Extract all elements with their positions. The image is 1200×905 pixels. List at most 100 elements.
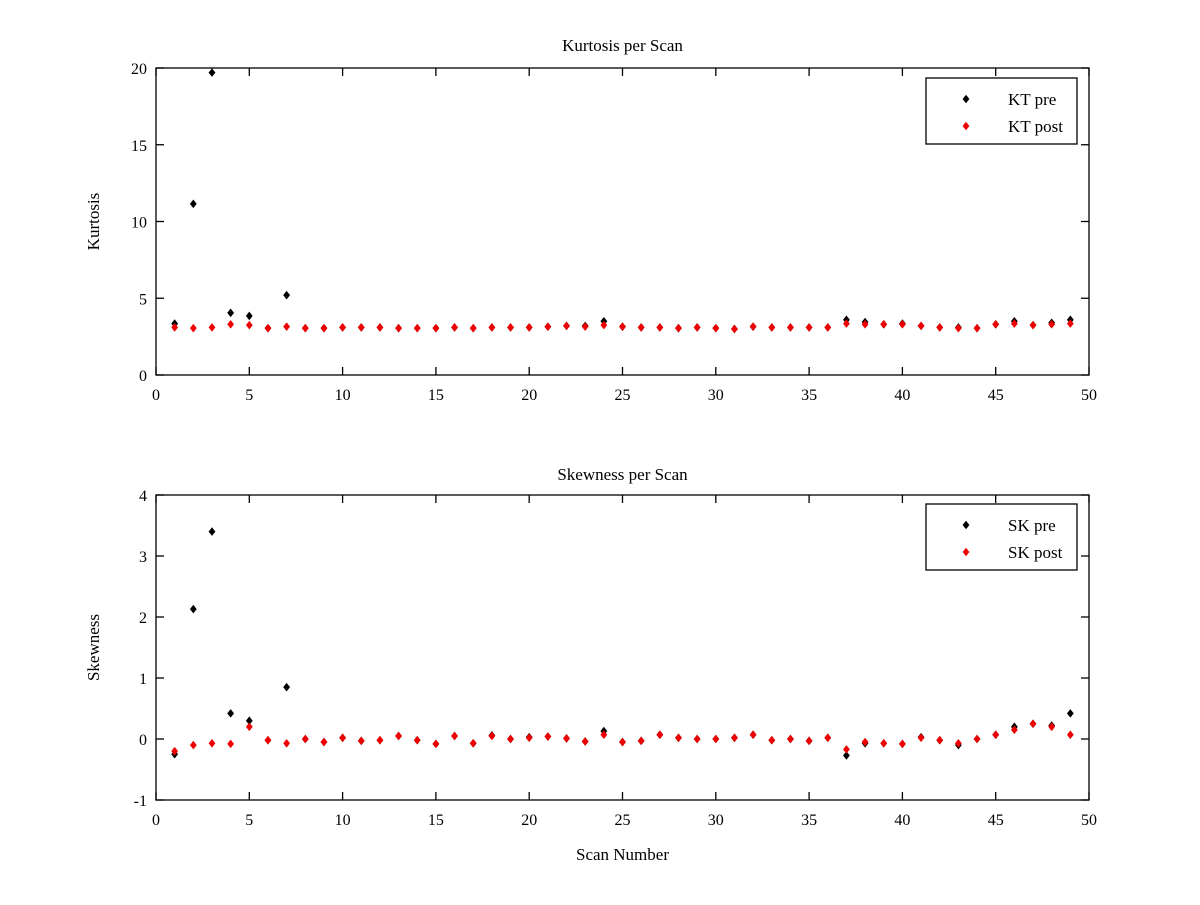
- legend-label: KT pre: [1008, 90, 1056, 109]
- data-point: [749, 730, 757, 740]
- data-point: [320, 323, 328, 333]
- data-point: [843, 745, 850, 754]
- legend-label: SK post: [1008, 543, 1063, 562]
- data-point: [600, 730, 608, 740]
- data-point: [469, 738, 477, 748]
- series-kt-post: [171, 319, 1074, 334]
- data-point: [1048, 722, 1056, 732]
- data-point: [544, 322, 552, 331]
- x-tick-label: 20: [521, 812, 537, 829]
- data-point: [1066, 709, 1074, 718]
- x-tick-label: 5: [245, 812, 253, 829]
- legend-label: SK pre: [1008, 516, 1056, 535]
- data-point: [973, 734, 981, 744]
- x-tick-label: 15: [428, 812, 444, 829]
- data-point: [973, 323, 981, 333]
- data-point: [208, 738, 216, 748]
- data-point: [712, 323, 720, 333]
- x-tick-label: 35: [801, 812, 817, 829]
- data-point: [637, 736, 645, 746]
- data-point: [283, 322, 291, 331]
- data-point: [954, 738, 962, 748]
- data-point: [245, 716, 253, 725]
- data-point: [525, 323, 533, 332]
- data-point: [1066, 319, 1074, 328]
- x-tick-label: 35: [801, 387, 817, 404]
- x-tick-label: 50: [1081, 387, 1097, 404]
- data-point: [507, 734, 514, 744]
- legend-marker-kt-post: [962, 121, 970, 131]
- x-tick-label: 10: [335, 387, 351, 404]
- plot-title: Skewness per Scan: [557, 465, 688, 484]
- data-point: [189, 323, 197, 333]
- legend: KT pre KT post: [925, 77, 1078, 145]
- data-point: [880, 738, 888, 748]
- y-axis-label: Kurtosis: [84, 193, 103, 251]
- data-point: [637, 323, 645, 332]
- data-point: [245, 320, 253, 330]
- data-point: [189, 199, 197, 209]
- y-tick-label: 5: [139, 291, 147, 308]
- x-tick-label: 50: [1081, 812, 1097, 829]
- data-point: [600, 320, 608, 330]
- data-point: [731, 324, 738, 334]
- kurtosis-chart: 0 5 10 15 20 25 30 35 40 45 50 0 5 10 15 20 Kurtosis per…: [84, 36, 1097, 404]
- data-point: [843, 751, 850, 760]
- data-point: [656, 730, 664, 740]
- x-tick-label: 0: [152, 387, 160, 404]
- data-point: [1029, 320, 1037, 330]
- data-point: [451, 323, 458, 332]
- data-point: [283, 682, 291, 692]
- data-point: [376, 735, 384, 745]
- data-point: [731, 733, 738, 743]
- data-point: [339, 323, 346, 332]
- x-tick-label: 30: [708, 387, 724, 404]
- data-point: [283, 738, 291, 748]
- data-point: [843, 319, 850, 328]
- data-point: [488, 323, 496, 332]
- data-point: [432, 739, 440, 749]
- data-point: [507, 323, 514, 332]
- data-point: [917, 321, 925, 331]
- data-point: [899, 739, 906, 749]
- legend: SK pre SK post: [925, 503, 1078, 571]
- data-point: [824, 733, 832, 743]
- data-point: [861, 320, 869, 329]
- plot-title: Kurtosis per Scan: [562, 36, 683, 55]
- x-axis-label: Scan Number: [576, 845, 669, 864]
- data-point: [787, 323, 794, 332]
- data-point: [936, 323, 944, 332]
- data-point: [451, 731, 458, 741]
- x-tick-label: 5: [245, 387, 253, 404]
- x-tick-label: 15: [428, 387, 444, 404]
- legend-label: KT post: [1008, 117, 1063, 136]
- data-point: [675, 733, 682, 743]
- data-point: [301, 734, 309, 744]
- data-point: [227, 739, 235, 749]
- legend-marker-sk-post: [962, 547, 970, 557]
- data-point: [469, 323, 477, 333]
- data-point: [992, 320, 1000, 329]
- data-point: [563, 321, 570, 331]
- data-point: [563, 734, 570, 743]
- x-tick-label: 0: [152, 812, 160, 829]
- data-point: [1010, 725, 1018, 735]
- x-tick-label: 40: [894, 387, 910, 404]
- data-point: [189, 604, 197, 614]
- y-axis-label: Skewness: [84, 614, 103, 681]
- data-point: [264, 735, 272, 745]
- data-point: [357, 323, 365, 332]
- x-tick-label: 40: [894, 812, 910, 829]
- y-tick-label: 15: [131, 138, 147, 155]
- data-point: [581, 322, 589, 331]
- data-point: [787, 734, 794, 744]
- data-point: [208, 527, 216, 536]
- data-point: [189, 740, 197, 750]
- legend-box: [925, 503, 1078, 571]
- data-point: [712, 734, 720, 744]
- data-point: [245, 722, 253, 732]
- y-tick-label: 0: [139, 368, 147, 385]
- data-point: [227, 308, 235, 318]
